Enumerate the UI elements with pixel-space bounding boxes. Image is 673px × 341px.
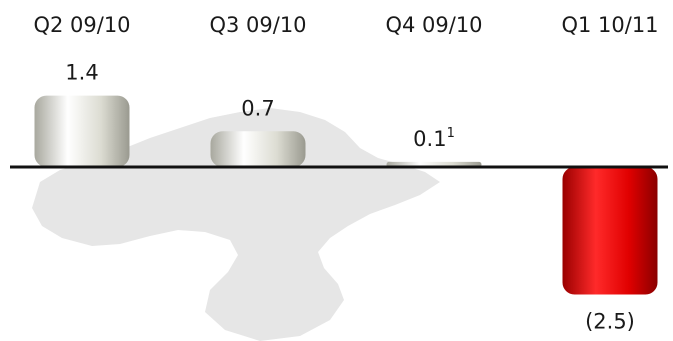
value-label: 0.7 [241,96,274,120]
value-label: (2.5) [585,310,635,334]
bar-q2-09-10 [34,95,130,167]
category-label: Q1 10/11 [561,13,658,37]
category-label: Q2 09/10 [33,13,130,37]
category-label: Q3 09/10 [209,13,306,37]
value-label: 1.4 [65,61,98,85]
category-label: Q4 09/10 [385,13,482,37]
value-label: 0.11 [413,126,455,151]
footnote-mark: 1 [447,126,455,141]
bar-q1-10-11 [562,167,658,295]
bar-q3-09-10 [210,131,306,167]
